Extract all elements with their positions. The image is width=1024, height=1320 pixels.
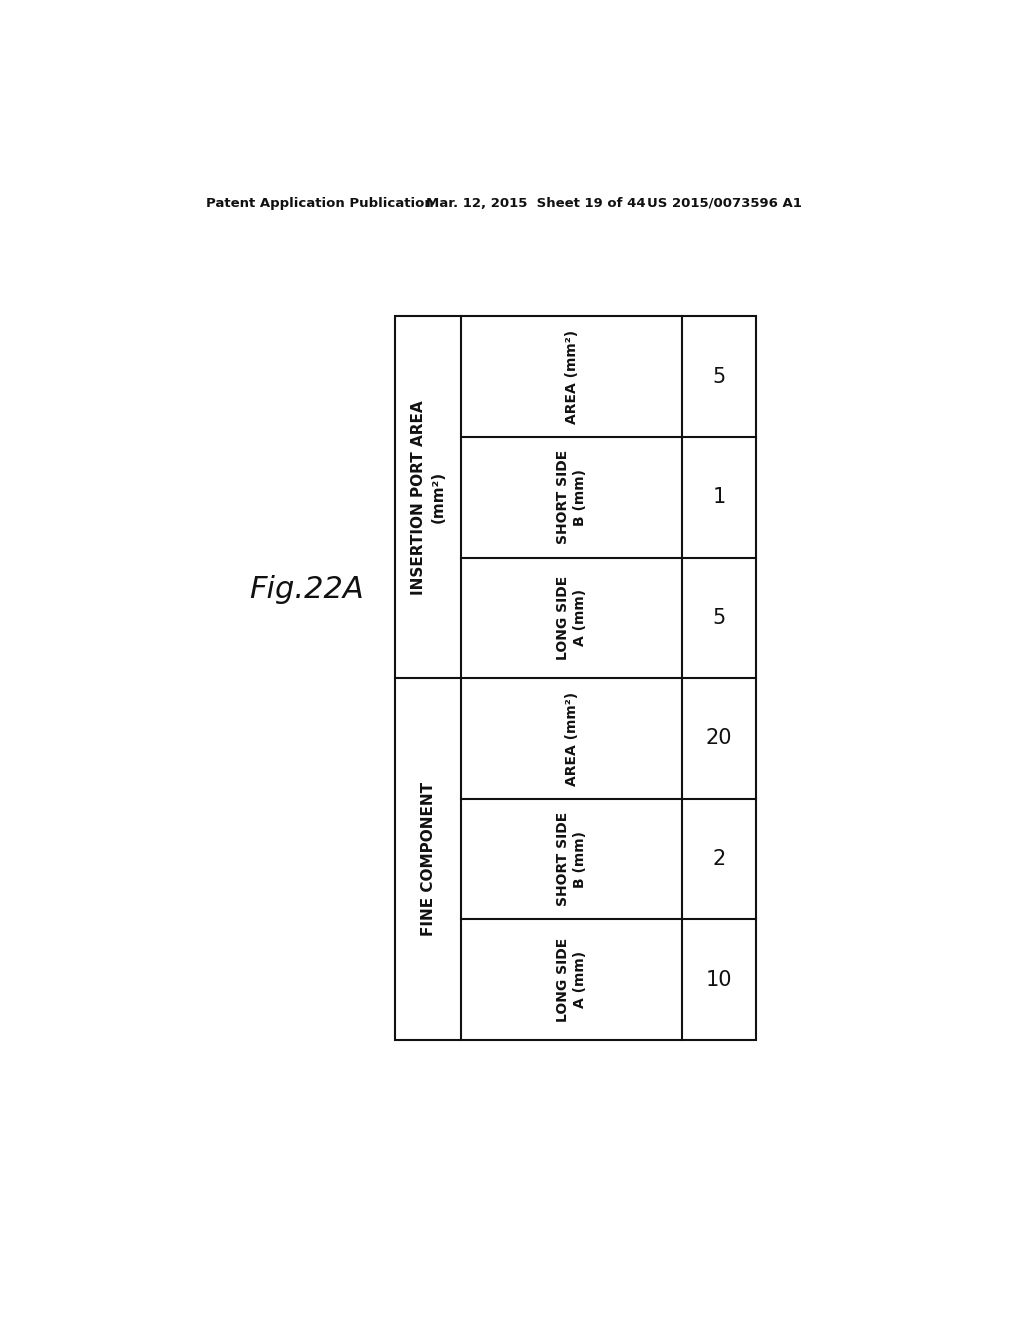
Text: Mar. 12, 2015  Sheet 19 of 44: Mar. 12, 2015 Sheet 19 of 44 xyxy=(426,197,646,210)
Text: SHORT SIDE
B (mm): SHORT SIDE B (mm) xyxy=(556,812,588,907)
Text: 20: 20 xyxy=(706,729,732,748)
Text: 1: 1 xyxy=(713,487,726,507)
Text: 10: 10 xyxy=(706,970,732,990)
Text: 5: 5 xyxy=(713,607,726,628)
Text: 5: 5 xyxy=(713,367,726,387)
Text: LONG SIDE
A (mm): LONG SIDE A (mm) xyxy=(556,937,588,1022)
Text: US 2015/0073596 A1: US 2015/0073596 A1 xyxy=(647,197,802,210)
Text: INSERTION PORT AREA
(mm²): INSERTION PORT AREA (mm²) xyxy=(411,400,445,594)
Text: FINE COMPONENT: FINE COMPONENT xyxy=(421,781,436,936)
Text: SHORT SIDE
B (mm): SHORT SIDE B (mm) xyxy=(556,450,588,544)
Text: LONG SIDE
A (mm): LONG SIDE A (mm) xyxy=(556,576,588,660)
Text: Fig.22A: Fig.22A xyxy=(249,576,364,605)
Bar xyxy=(395,317,756,1040)
Text: AREA (mm²): AREA (mm²) xyxy=(564,330,579,424)
Text: 2: 2 xyxy=(713,849,726,869)
Text: AREA (mm²): AREA (mm²) xyxy=(564,692,579,785)
Text: Patent Application Publication: Patent Application Publication xyxy=(206,197,433,210)
